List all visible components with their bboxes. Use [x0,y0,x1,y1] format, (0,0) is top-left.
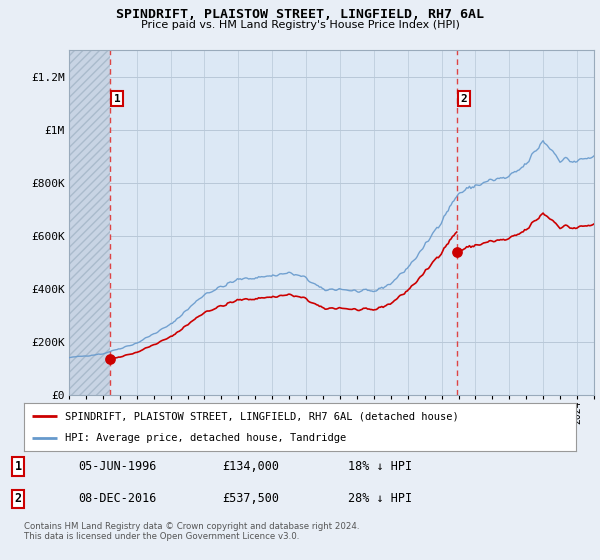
Point [106,355,115,364]
Text: 05-JUN-1996: 05-JUN-1996 [78,460,157,473]
Text: Contains HM Land Registry data © Crown copyright and database right 2024.
This d: Contains HM Land Registry data © Crown c… [24,522,359,542]
Bar [69,50,110,395]
Text: SPINDRIFT, PLAISTOW STREET, LINGFIELD, RH7 6AL: SPINDRIFT, PLAISTOW STREET, LINGFIELD, R… [116,8,484,21]
Text: 18% ↓ HPI: 18% ↓ HPI [348,460,412,473]
Text: 28% ↓ HPI: 28% ↓ HPI [348,492,412,505]
Text: 2: 2 [14,492,22,505]
Text: SPINDRIFT, PLAISTOW STREET, LINGFIELD, RH7 6AL (detached house): SPINDRIFT, PLAISTOW STREET, LINGFIELD, R… [65,411,459,421]
Text: £537,500: £537,500 [222,492,279,505]
Text: 2: 2 [461,94,467,104]
Text: 08-DEC-2016: 08-DEC-2016 [78,492,157,505]
Text: Price paid vs. HM Land Registry's House Price Index (HPI): Price paid vs. HM Land Registry's House … [140,20,460,30]
Text: HPI: Average price, detached house, Tandridge: HPI: Average price, detached house, Tand… [65,433,347,443]
Text: £134,000: £134,000 [222,460,279,473]
Point [452,248,462,257]
Text: 1: 1 [14,460,22,473]
Text: 1: 1 [114,94,121,104]
